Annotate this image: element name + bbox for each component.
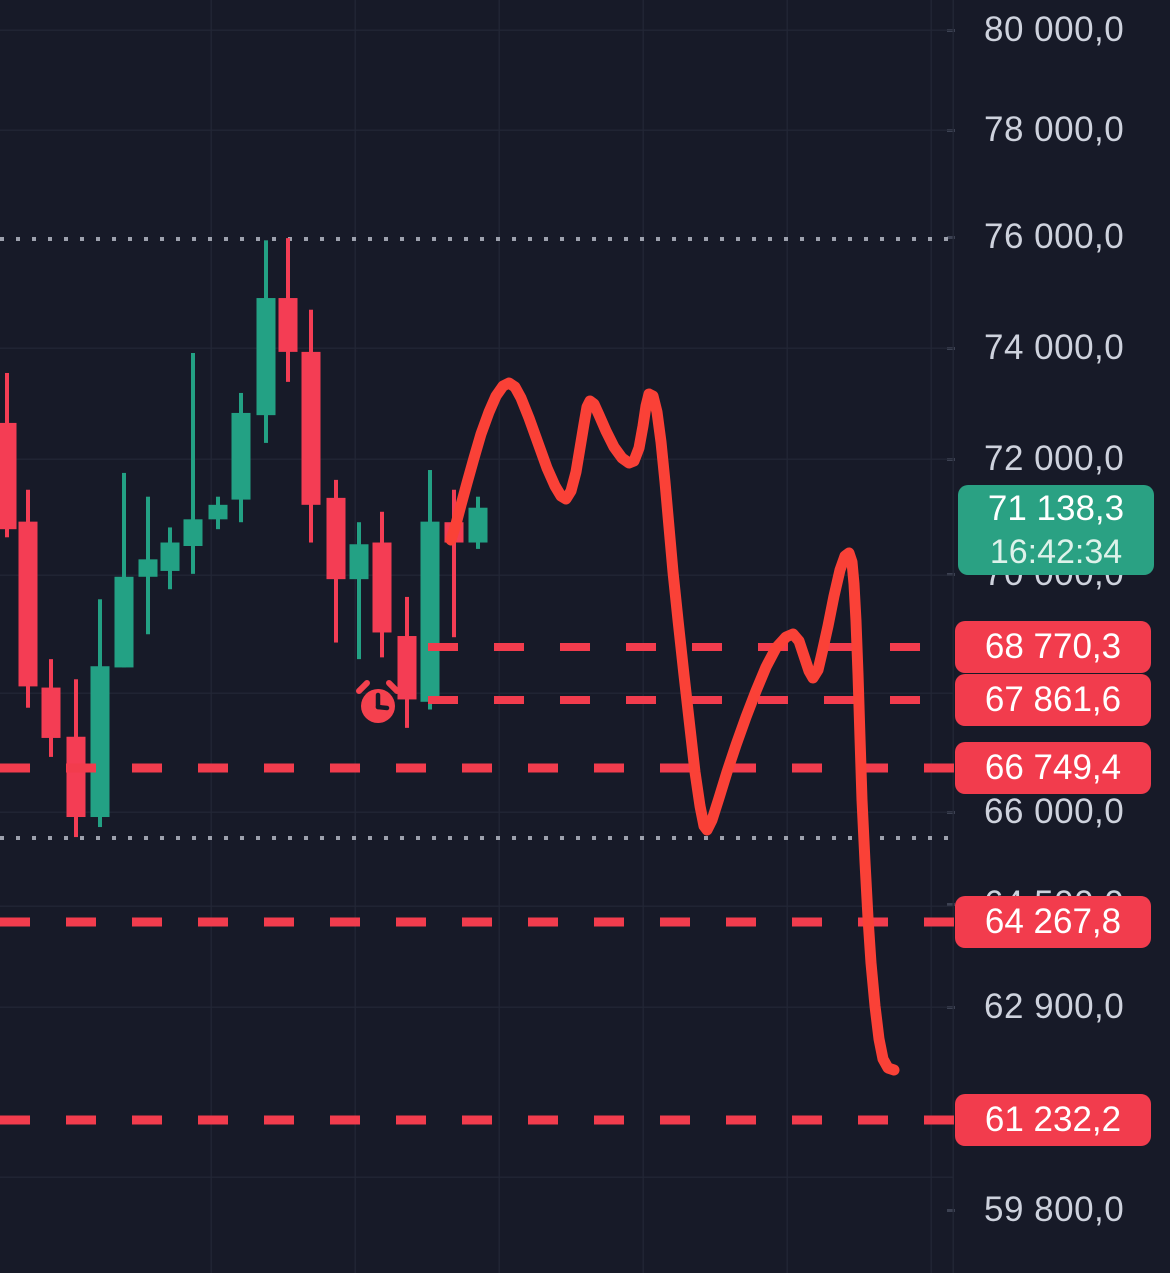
candle-down xyxy=(0,372,17,538)
candle-down xyxy=(278,238,298,382)
axis-tick xyxy=(947,903,955,906)
clock-stamp-icon[interactable] xyxy=(356,680,400,723)
current-price-value: 71 138,3 xyxy=(987,489,1125,528)
level-lines xyxy=(0,643,957,1125)
price-axis-label: 80 000,0 xyxy=(984,10,1125,49)
price-axis-label: 78 000,0 xyxy=(984,110,1125,149)
level-price-badge: 66 749,4 xyxy=(955,742,1151,794)
price-axis[interactable]: 80 000,0 78 000,0 76 000,0 74 000,0 72 000,0… xyxy=(947,0,1170,1273)
level-price-badge: 68 770,3 xyxy=(955,621,1151,673)
candle-up xyxy=(138,496,158,635)
price-axis-label: 76 000,0 xyxy=(984,217,1125,256)
level-price-badge: 61 232,2 xyxy=(955,1094,1151,1146)
candle-up xyxy=(90,599,110,828)
forecast-drawing[interactable] xyxy=(445,377,900,1076)
candle-up xyxy=(160,527,180,590)
price-axis-label: 72 000,0 xyxy=(984,439,1125,478)
candle-down xyxy=(18,489,38,708)
price-axis-label: 59 800,0 xyxy=(984,1190,1125,1229)
candle-down xyxy=(326,479,346,643)
grid-lines xyxy=(0,0,954,1273)
candle-up xyxy=(114,472,134,668)
candle-down xyxy=(372,511,392,658)
candle-up xyxy=(349,522,369,660)
candle-down xyxy=(301,309,321,543)
candle-up xyxy=(256,240,276,443)
candle-up xyxy=(208,496,228,530)
price-axis-label: 62 900,0 xyxy=(984,987,1125,1026)
candle-up xyxy=(231,392,251,523)
candle-down xyxy=(397,596,417,728)
candle-up xyxy=(468,496,488,549)
candle-up xyxy=(420,470,440,710)
candle-up xyxy=(183,352,203,574)
candle-down xyxy=(66,679,86,838)
axis-tick xyxy=(947,236,955,239)
level-price-badge: 64 267,8 xyxy=(955,896,1151,948)
candlestick-series xyxy=(0,238,488,838)
price-axis-label: 74 000,0 xyxy=(984,328,1125,367)
level-price-badge: 67 861,6 xyxy=(955,674,1151,726)
candle-down xyxy=(41,659,61,757)
price-axis-label: 66 000,0 xyxy=(984,792,1125,831)
current-price-badge: 71 138,3 16:42:34 xyxy=(958,485,1154,575)
current-price-countdown: 16:42:34 xyxy=(989,533,1123,571)
axis-tick xyxy=(947,1209,955,1212)
